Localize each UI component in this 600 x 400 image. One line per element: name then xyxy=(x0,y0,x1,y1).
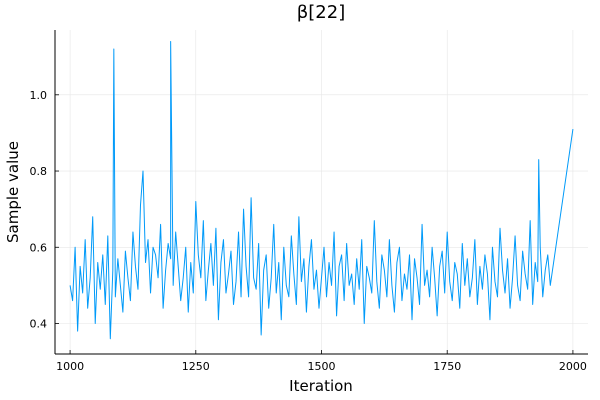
x-tick-label: 1750 xyxy=(433,360,461,373)
ticks: 1000 1250 1500 1750 2000 0.4 0.6 0.8 1.0 xyxy=(30,89,587,373)
x-tick-label: 1000 xyxy=(56,360,84,373)
y-tick-label: 0.4 xyxy=(30,318,48,331)
grid-lines xyxy=(55,30,588,354)
chart-title: β[22] xyxy=(297,2,345,23)
y-tick-label: 0.6 xyxy=(30,241,48,254)
y-tick-label: 0.8 xyxy=(30,165,48,178)
x-axis-label: Iteration xyxy=(289,377,353,395)
x-tick-label: 1250 xyxy=(182,360,210,373)
y-tick-label: 1.0 xyxy=(30,89,48,102)
x-tick-label: 2000 xyxy=(559,360,587,373)
series-line xyxy=(69,40,574,340)
x-tick-label: 1500 xyxy=(308,360,336,373)
y-axis-label: Sample value xyxy=(4,141,22,243)
series-group xyxy=(69,40,574,340)
